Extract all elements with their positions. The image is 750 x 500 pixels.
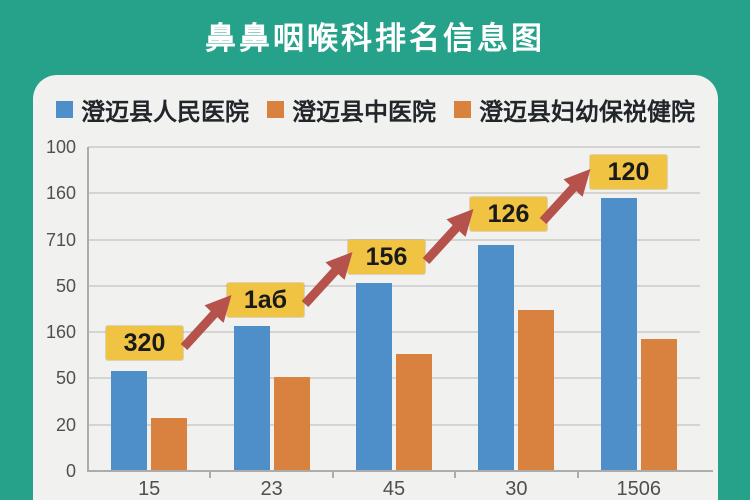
bar-blue-group-5: [600, 197, 637, 471]
legend-item-1: 澄迈县人民医院: [56, 92, 249, 127]
bar-blue-group-2: [233, 325, 270, 471]
x-axis-category-label: 15: [138, 478, 161, 500]
bar-orange-group-3: [396, 354, 432, 471]
x-axis-tick: [576, 471, 579, 478]
x-axis-category-label: 23: [260, 478, 283, 500]
x-axis-category-label: 30: [505, 478, 528, 500]
legend-label: 澄迈县中医院: [292, 99, 436, 126]
chart-title: 鼻鼻咽喉科排名信息图: [205, 21, 545, 56]
chart-card: 澄迈县人民医院 澄迈县中医院 澄迈县妇幼保祱健院 15 23 45 30 1506 100 1…: [33, 75, 718, 500]
bar-blue-group-3: [356, 283, 392, 471]
bar-blue-group-1: [111, 370, 148, 471]
y-axis-tick-label: 100: [45, 137, 76, 157]
bar-orange-group-2: [273, 377, 310, 471]
legend-label: 澄迈县人民医院: [81, 99, 249, 126]
x-axis-line: [87, 470, 713, 472]
data-label-callout: 320: [106, 326, 183, 360]
gridline: [88, 377, 700, 380]
gridline: [88, 284, 700, 287]
x-axis-tick: [209, 471, 212, 478]
bar-orange-group-4: [518, 309, 555, 471]
y-axis-tick-label: 710: [45, 229, 76, 250]
data-label-callout: 1аб: [227, 283, 304, 317]
x-axis-tick: [331, 471, 334, 478]
gridline: [88, 192, 700, 195]
y-axis-tick-label: 20: [55, 414, 76, 435]
x-axis-category-label: 1506: [616, 478, 662, 500]
y-axis-tick-label: 160: [45, 322, 76, 343]
legend-item-2: 澄迈县中医院: [267, 92, 436, 127]
bar-orange-group-5: [640, 339, 677, 471]
x-axis-tick: [454, 471, 457, 478]
legend-swatch: [56, 101, 73, 118]
bar-orange-group-1: [151, 417, 188, 471]
x-axis-category-label: 45: [382, 478, 406, 500]
gridline: [88, 238, 700, 241]
legend-item-3: 澄迈县妇幼保祱健院: [454, 92, 695, 127]
gridline: [88, 423, 700, 426]
gridline: [88, 146, 700, 148]
y-axis-tick-label: 50: [55, 368, 76, 389]
data-label-callout: 156: [348, 240, 425, 274]
bar-blue-group-4: [478, 244, 515, 471]
y-axis-tick-label: 0: [65, 461, 76, 481]
data-label-callout: 126: [470, 197, 547, 231]
data-label-callout: 120: [590, 155, 667, 189]
legend-swatch: [454, 101, 471, 118]
y-axis-tick-label: 50: [55, 275, 76, 296]
legend-label: 澄迈县妇幼保祱健院: [479, 99, 695, 126]
gridline: [88, 331, 700, 334]
plot-area: 15 23 45 30 1506 100 160 710 50 160 50 20 0: [46, 137, 713, 500]
legend-swatch: [267, 101, 284, 118]
y-axis-line: [87, 147, 89, 471]
y-axis-tick-label: 160: [45, 183, 76, 204]
chart-legend: 澄迈县人民医院 澄迈县中医院 澄迈县妇幼保祱健院: [33, 92, 718, 127]
